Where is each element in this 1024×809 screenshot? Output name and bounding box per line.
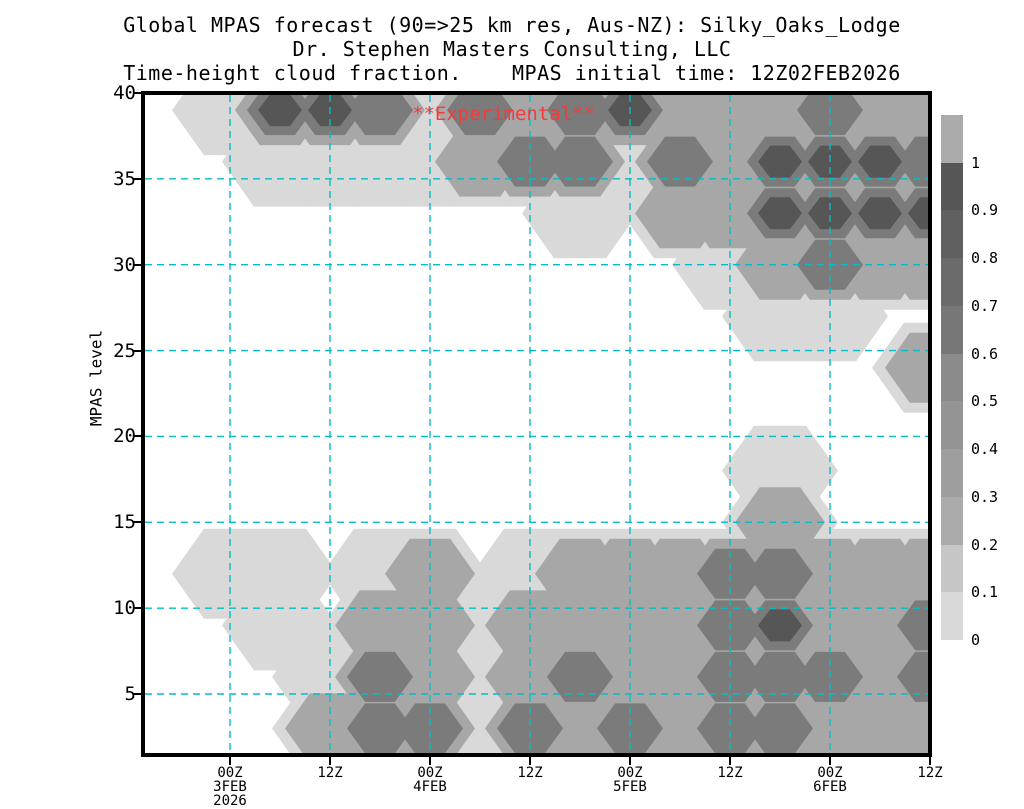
cloud-contour-blob <box>857 145 902 178</box>
cloud-contour-blob <box>496 703 563 753</box>
x-tick-mark <box>329 757 331 765</box>
cloud-contour-blob <box>757 197 802 230</box>
cloud-contour-blob <box>396 703 463 753</box>
y-tick-mark <box>133 263 141 266</box>
colorbar-segment <box>941 115 963 164</box>
cloud-contour-blob <box>446 95 513 136</box>
cloud-contour-blob <box>884 693 928 753</box>
cloud-contour-blob <box>757 145 802 178</box>
colorbar-label: 0.7 <box>971 296 999 315</box>
y-tick-mark <box>133 692 141 695</box>
y-tick-label: 40 <box>113 82 136 104</box>
colorbar-segment <box>941 258 963 307</box>
colorbar-segment <box>941 210 963 259</box>
cloud-contour-blob <box>346 703 413 753</box>
cloud-contour-blob <box>746 548 813 599</box>
colorbar-label: 0.1 <box>971 583 999 602</box>
colorbar-label: 1 <box>971 153 981 172</box>
cloud-contour-blob <box>796 95 863 136</box>
chart-title-line3: Time-height cloud fraction. MPAS initial… <box>123 61 901 85</box>
colorbar-segment <box>941 449 963 498</box>
x-tick-mark <box>529 757 531 765</box>
y-tick-mark <box>133 521 141 524</box>
cloud-contour-blob <box>546 95 613 136</box>
cloud-contour-blob <box>696 548 763 599</box>
cloud-contour-blob <box>384 538 475 609</box>
cloud-contour-blob <box>907 197 928 230</box>
x-tick-label: 6FEB <box>813 779 847 795</box>
colorbar-label: 0.4 <box>971 440 999 459</box>
x-tick-label: 4FEB <box>413 779 447 795</box>
cloud-contour-blob <box>896 651 928 702</box>
x-tick-label: 12Z <box>517 765 543 781</box>
x-tick-mark <box>429 757 431 765</box>
cloud-contour-blob <box>807 197 852 230</box>
x-tick-mark <box>729 757 731 765</box>
y-tick-label: 15 <box>113 511 136 534</box>
chart-title-line1: Global MPAS forecast (90=>25 km res, Aus… <box>123 13 901 37</box>
cloud-contour-blob <box>596 703 663 753</box>
cloud-contour-blob <box>896 600 928 651</box>
x-tick-mark <box>829 757 831 765</box>
cloud-contour-blob <box>757 609 802 642</box>
x-tick-label: 12Z <box>917 765 943 781</box>
colorbar-segment <box>941 544 963 593</box>
x-tick-mark <box>229 757 231 765</box>
colorbar-label: 0.6 <box>971 344 999 363</box>
cloud-contour-blob <box>646 136 713 187</box>
cloud-contour-blob <box>746 651 813 702</box>
x-tick-label: 12Z <box>717 765 743 781</box>
y-tick-mark <box>133 435 141 438</box>
x-tick-label: 00Z <box>217 765 243 781</box>
x-tick-label: 12Z <box>317 765 343 781</box>
colorbar-label: 0.8 <box>971 249 999 268</box>
y-tick-mark <box>133 607 141 610</box>
cloud-contour-blob <box>734 487 825 558</box>
colorbar-segment <box>941 353 963 402</box>
x-tick-mark <box>929 757 931 765</box>
colorbar-segment <box>941 496 963 546</box>
y-tick-label: 35 <box>113 167 136 190</box>
x-tick-label: 2026 <box>213 793 247 809</box>
y-tick-label: 5 <box>124 682 136 705</box>
y-tick-mark <box>133 349 141 352</box>
cloud-contour-blob <box>746 703 813 753</box>
colorbar-label: 0.2 <box>971 535 999 554</box>
experimental-watermark: **Experimental** <box>412 103 596 125</box>
x-tick-mark <box>629 757 631 765</box>
colorbar-label: 0.5 <box>971 392 999 411</box>
cloud-contour-blob <box>696 703 763 753</box>
colorbar <box>941 115 963 641</box>
y-tick-mark <box>133 177 141 180</box>
colorbar-segment <box>941 162 963 211</box>
colorbar-label: 0 <box>971 631 981 649</box>
cloud-fraction-contour-canvas <box>145 95 928 753</box>
cloud-contour-blob <box>257 95 302 127</box>
cloud-contour-blob <box>346 651 413 702</box>
chart-title-line2: Dr. Stephen Masters Consulting, LLC <box>292 37 732 61</box>
x-tick-label: 5FEB <box>613 779 647 795</box>
x-tick-label: 00Z <box>417 765 443 781</box>
cloud-contour-blob <box>896 136 928 187</box>
y-tick-label: 20 <box>113 425 136 448</box>
cloud-contour-blob <box>346 95 413 136</box>
plot-area <box>141 91 932 757</box>
colorbar-label: 0.9 <box>971 201 999 220</box>
y-tick-label: 25 <box>113 339 136 362</box>
colorbar-segment <box>941 592 963 641</box>
y-tick-label: 10 <box>113 597 136 620</box>
cloud-contour-blob <box>546 651 613 702</box>
colorbar-label: 0.3 <box>971 487 999 506</box>
cloud-contour-blob <box>546 136 613 187</box>
x-tick-label: 00Z <box>617 765 643 781</box>
y-tick-mark <box>133 92 141 94</box>
colorbar-segment <box>941 305 963 355</box>
cloud-contour-blob <box>857 197 902 230</box>
colorbar-segment <box>941 401 963 450</box>
x-tick-label: 3FEB <box>213 779 247 795</box>
y-tick-label: 30 <box>113 253 136 276</box>
x-tick-label: 00Z <box>817 765 843 781</box>
